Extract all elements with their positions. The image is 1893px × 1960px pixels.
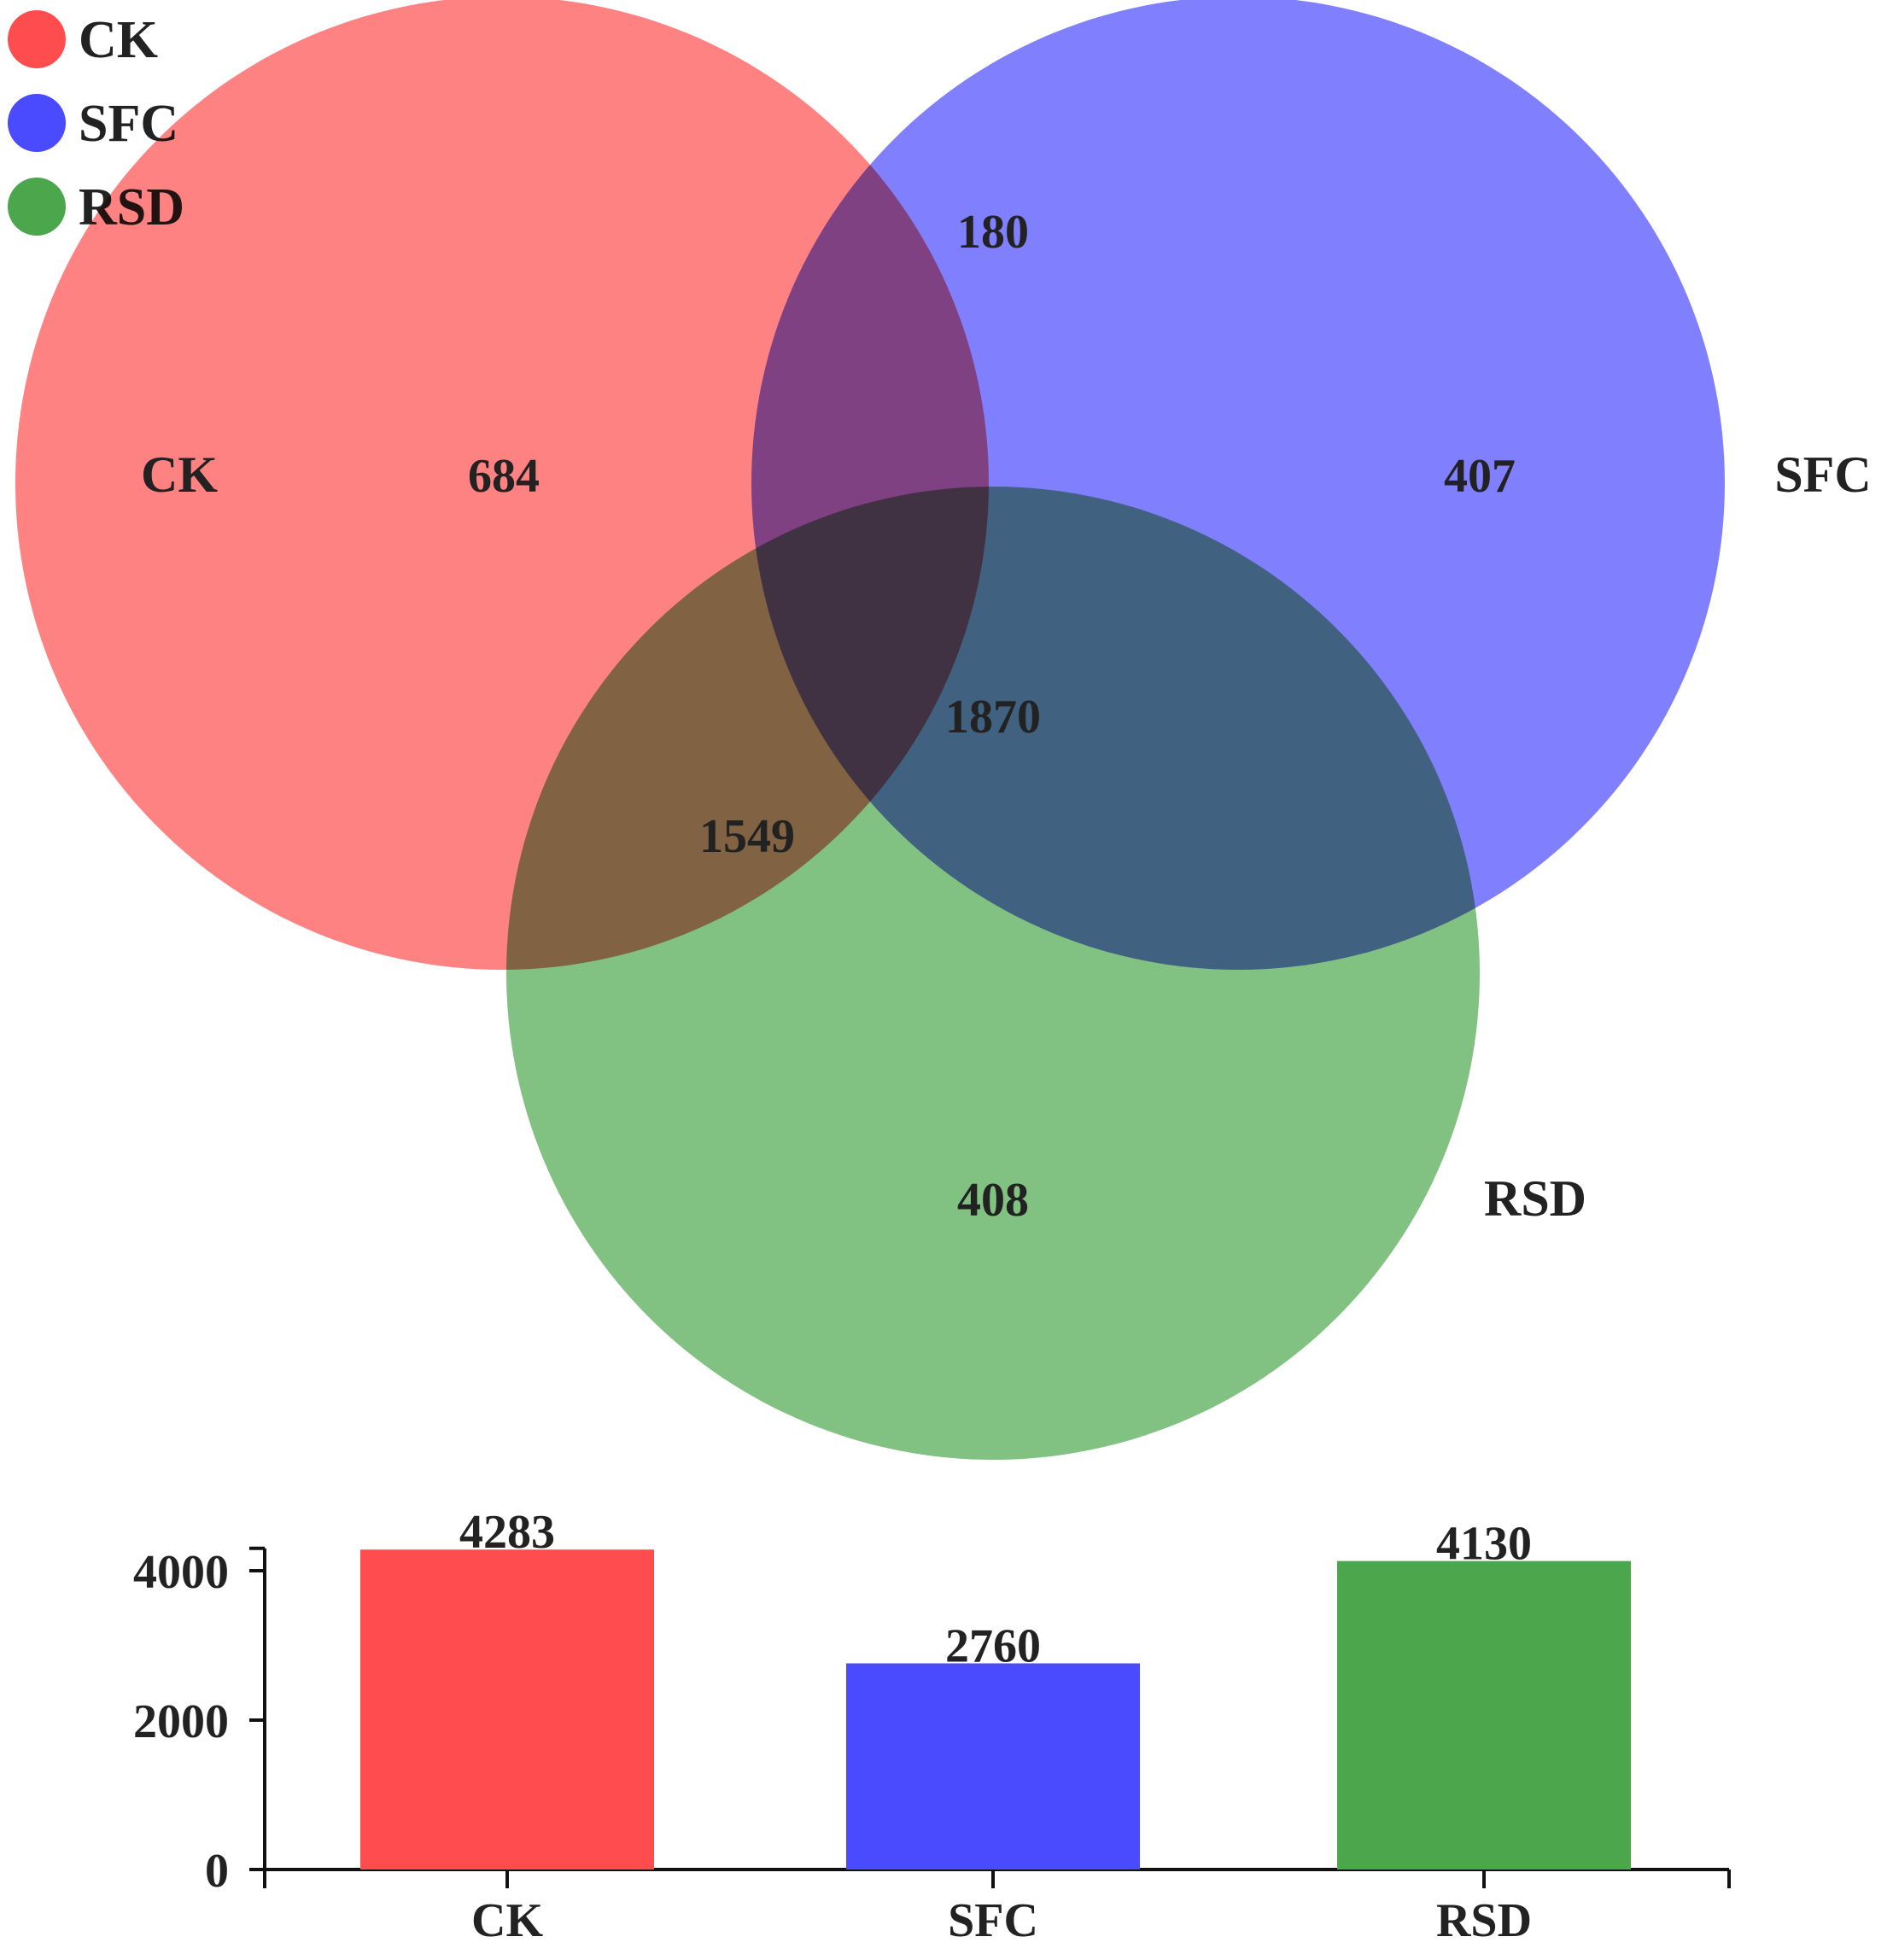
venn-count-ck-rsd: 1549 — [699, 810, 795, 863]
bar-sfc — [846, 1663, 1140, 1870]
y-tick-label-2000: 2000 — [133, 1695, 229, 1748]
bar-ck — [360, 1549, 654, 1870]
venn-set-label-ck: CK — [141, 446, 218, 503]
venn-count-ck: 684 — [468, 450, 540, 503]
legend-marker-sfc — [8, 94, 66, 152]
bar-value-label-rsd: 4130 — [1436, 1518, 1532, 1571]
venn-count-rsd: 408 — [957, 1174, 1029, 1227]
x-tick-label-rsd: RSD — [1436, 1894, 1532, 1947]
legend-label-ck: CK — [79, 11, 158, 69]
venn-circle-rsd — [506, 487, 1480, 1460]
venn-count-ck-sfc-rsd: 1870 — [945, 691, 1041, 744]
bar-value-label-sfc: 2760 — [945, 1620, 1041, 1673]
venn-count-sfc: 407 — [1444, 450, 1516, 503]
y-tick-label-4000: 4000 — [133, 1546, 229, 1599]
venn-set-label-rsd: RSD — [1484, 1170, 1586, 1227]
x-tick-label-sfc: SFC — [948, 1894, 1038, 1947]
bar-chart: 0 2000 4000 4283 CK 2760 SFC 4130 RSD — [133, 1506, 1731, 1947]
venn-count-ck-sfc: 180 — [957, 206, 1029, 259]
y-tick-label-0: 0 — [205, 1845, 229, 1898]
x-tick-label-ck: CK — [471, 1894, 543, 1947]
legend-marker-rsd — [8, 178, 66, 236]
legend-marker-ck — [8, 10, 66, 68]
venn-diagram: CK SFC RSD 684 407 408 180 1549 1870 — [15, 0, 1872, 1460]
bar-value-label-ck: 4283 — [459, 1506, 555, 1559]
bar-rsd — [1337, 1560, 1631, 1870]
venn-set-label-sfc: SFC — [1774, 446, 1871, 503]
